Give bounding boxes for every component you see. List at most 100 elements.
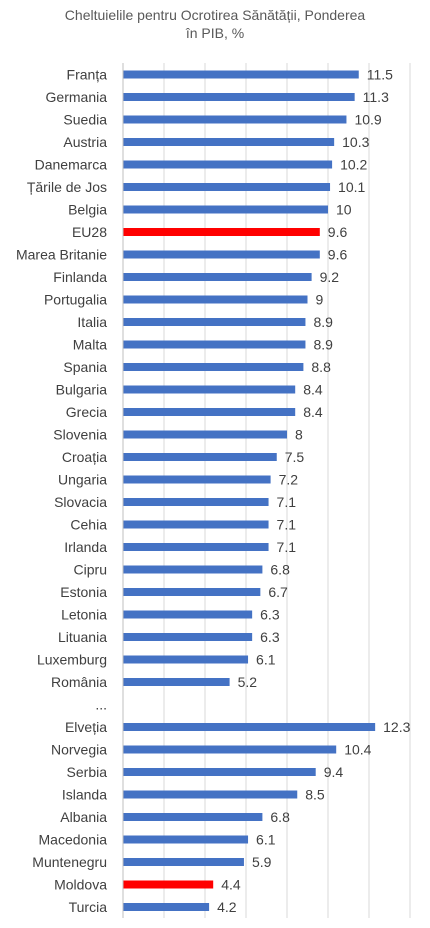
value-label: 4.4 <box>221 877 241 893</box>
value-label: 8.9 <box>313 314 333 330</box>
chart-title-line-1: Cheltuielile pentru Ocrotirea Sănătății,… <box>64 7 366 23</box>
value-label: 9 <box>316 292 324 308</box>
bar-highlight <box>123 228 320 236</box>
category-label: Grecia <box>66 404 107 420</box>
category-label: Italia <box>77 314 107 330</box>
value-label: 7.1 <box>277 494 297 510</box>
bar <box>123 273 312 281</box>
value-label: 8.9 <box>313 337 333 353</box>
bar <box>123 453 277 461</box>
category-label: Belgia <box>68 202 107 218</box>
category-label: Germania <box>46 89 108 105</box>
value-label: 9.6 <box>328 224 348 240</box>
value-label: 5.9 <box>252 854 272 870</box>
bar <box>123 295 308 304</box>
category-label: Turcia <box>69 899 108 915</box>
bar <box>123 205 328 214</box>
category-label: Lituania <box>58 629 107 645</box>
bar <box>123 610 253 619</box>
bar-highlight <box>123 880 214 889</box>
value-label: 8.8 <box>311 359 331 375</box>
value-label: 5.2 <box>238 674 258 690</box>
category-label: Luxemburg <box>37 652 107 668</box>
value-label: 10.1 <box>338 179 365 195</box>
value-label: 11.5 <box>367 67 393 83</box>
value-label: 6.7 <box>268 584 288 600</box>
value-label: 10 <box>336 202 352 218</box>
category-label: EU28 <box>72 224 107 240</box>
bar <box>123 565 263 574</box>
bar <box>123 430 287 439</box>
category-label: Malta <box>73 337 107 353</box>
value-label: 6.1 <box>256 652 276 668</box>
category-label: Spania <box>63 359 107 375</box>
bar <box>123 385 296 394</box>
bar <box>123 543 269 551</box>
category-label: Slovacia <box>54 494 107 510</box>
value-label: 10.3 <box>342 134 369 150</box>
category-label: Elveția <box>65 719 107 735</box>
category-label: Moldova <box>54 877 107 893</box>
bar <box>123 318 306 326</box>
value-label: 7.2 <box>279 472 299 488</box>
value-label: 6.3 <box>260 607 280 623</box>
category-label: Slovenia <box>53 427 107 443</box>
category-label: Franța <box>67 67 108 83</box>
category-label: Cipru <box>74 562 107 578</box>
category-label: Croația <box>62 449 107 465</box>
bar <box>123 813 263 821</box>
category-label: Norvegia <box>51 742 107 758</box>
bar <box>123 633 253 641</box>
category-label: Estonia <box>60 584 107 600</box>
bar <box>123 93 355 101</box>
bar <box>123 835 249 844</box>
value-label: 8 <box>295 427 303 443</box>
bar <box>123 588 261 596</box>
chart-title: Cheltuielile pentru Ocrotirea Sănătății,… <box>0 6 430 42</box>
value-label: 7.1 <box>277 517 297 533</box>
chart-title-line-2: în PIB, % <box>185 25 245 41</box>
category-label: Finlanda <box>53 269 107 285</box>
category-label: ... <box>95 697 107 713</box>
bar <box>123 768 316 776</box>
bar <box>123 115 347 124</box>
value-label: 8.4 <box>303 404 323 420</box>
value-label: 6.1 <box>256 832 276 848</box>
bar <box>123 858 244 866</box>
category-label: Suedia <box>63 112 107 128</box>
value-label: 10.9 <box>354 112 381 128</box>
value-label: 9.4 <box>324 764 344 780</box>
value-label: 9.2 <box>320 269 340 285</box>
category-label: Austria <box>63 134 107 150</box>
category-label: Albania <box>60 809 107 825</box>
category-label: Letonia <box>61 607 107 623</box>
value-label: 10.2 <box>340 157 367 173</box>
bar <box>123 745 337 754</box>
category-label: România <box>51 674 107 690</box>
value-label: 9.6 <box>328 247 348 263</box>
value-label: 8.5 <box>305 787 325 803</box>
value-label: 4.2 <box>217 899 237 915</box>
category-label: Irlanda <box>64 539 107 555</box>
bar <box>123 250 320 259</box>
bar <box>123 138 335 146</box>
category-label: Țările de Jos <box>27 179 107 195</box>
value-label: 8.4 <box>303 382 323 398</box>
value-label: 10.4 <box>344 742 371 758</box>
bar <box>123 498 269 506</box>
category-label: Marea Britanie <box>16 247 107 263</box>
bar <box>123 70 359 79</box>
bar <box>123 475 271 484</box>
category-label: Islanda <box>62 787 107 803</box>
bar <box>123 655 249 664</box>
value-label: 7.5 <box>285 449 305 465</box>
value-label: 6.8 <box>270 562 290 578</box>
category-label: Serbia <box>67 764 108 780</box>
value-label: 7.1 <box>277 539 297 555</box>
bar <box>123 340 306 349</box>
bar <box>123 160 333 169</box>
bar <box>123 520 269 529</box>
category-label: Ungaria <box>58 472 107 488</box>
value-label: 12.3 <box>383 719 410 735</box>
